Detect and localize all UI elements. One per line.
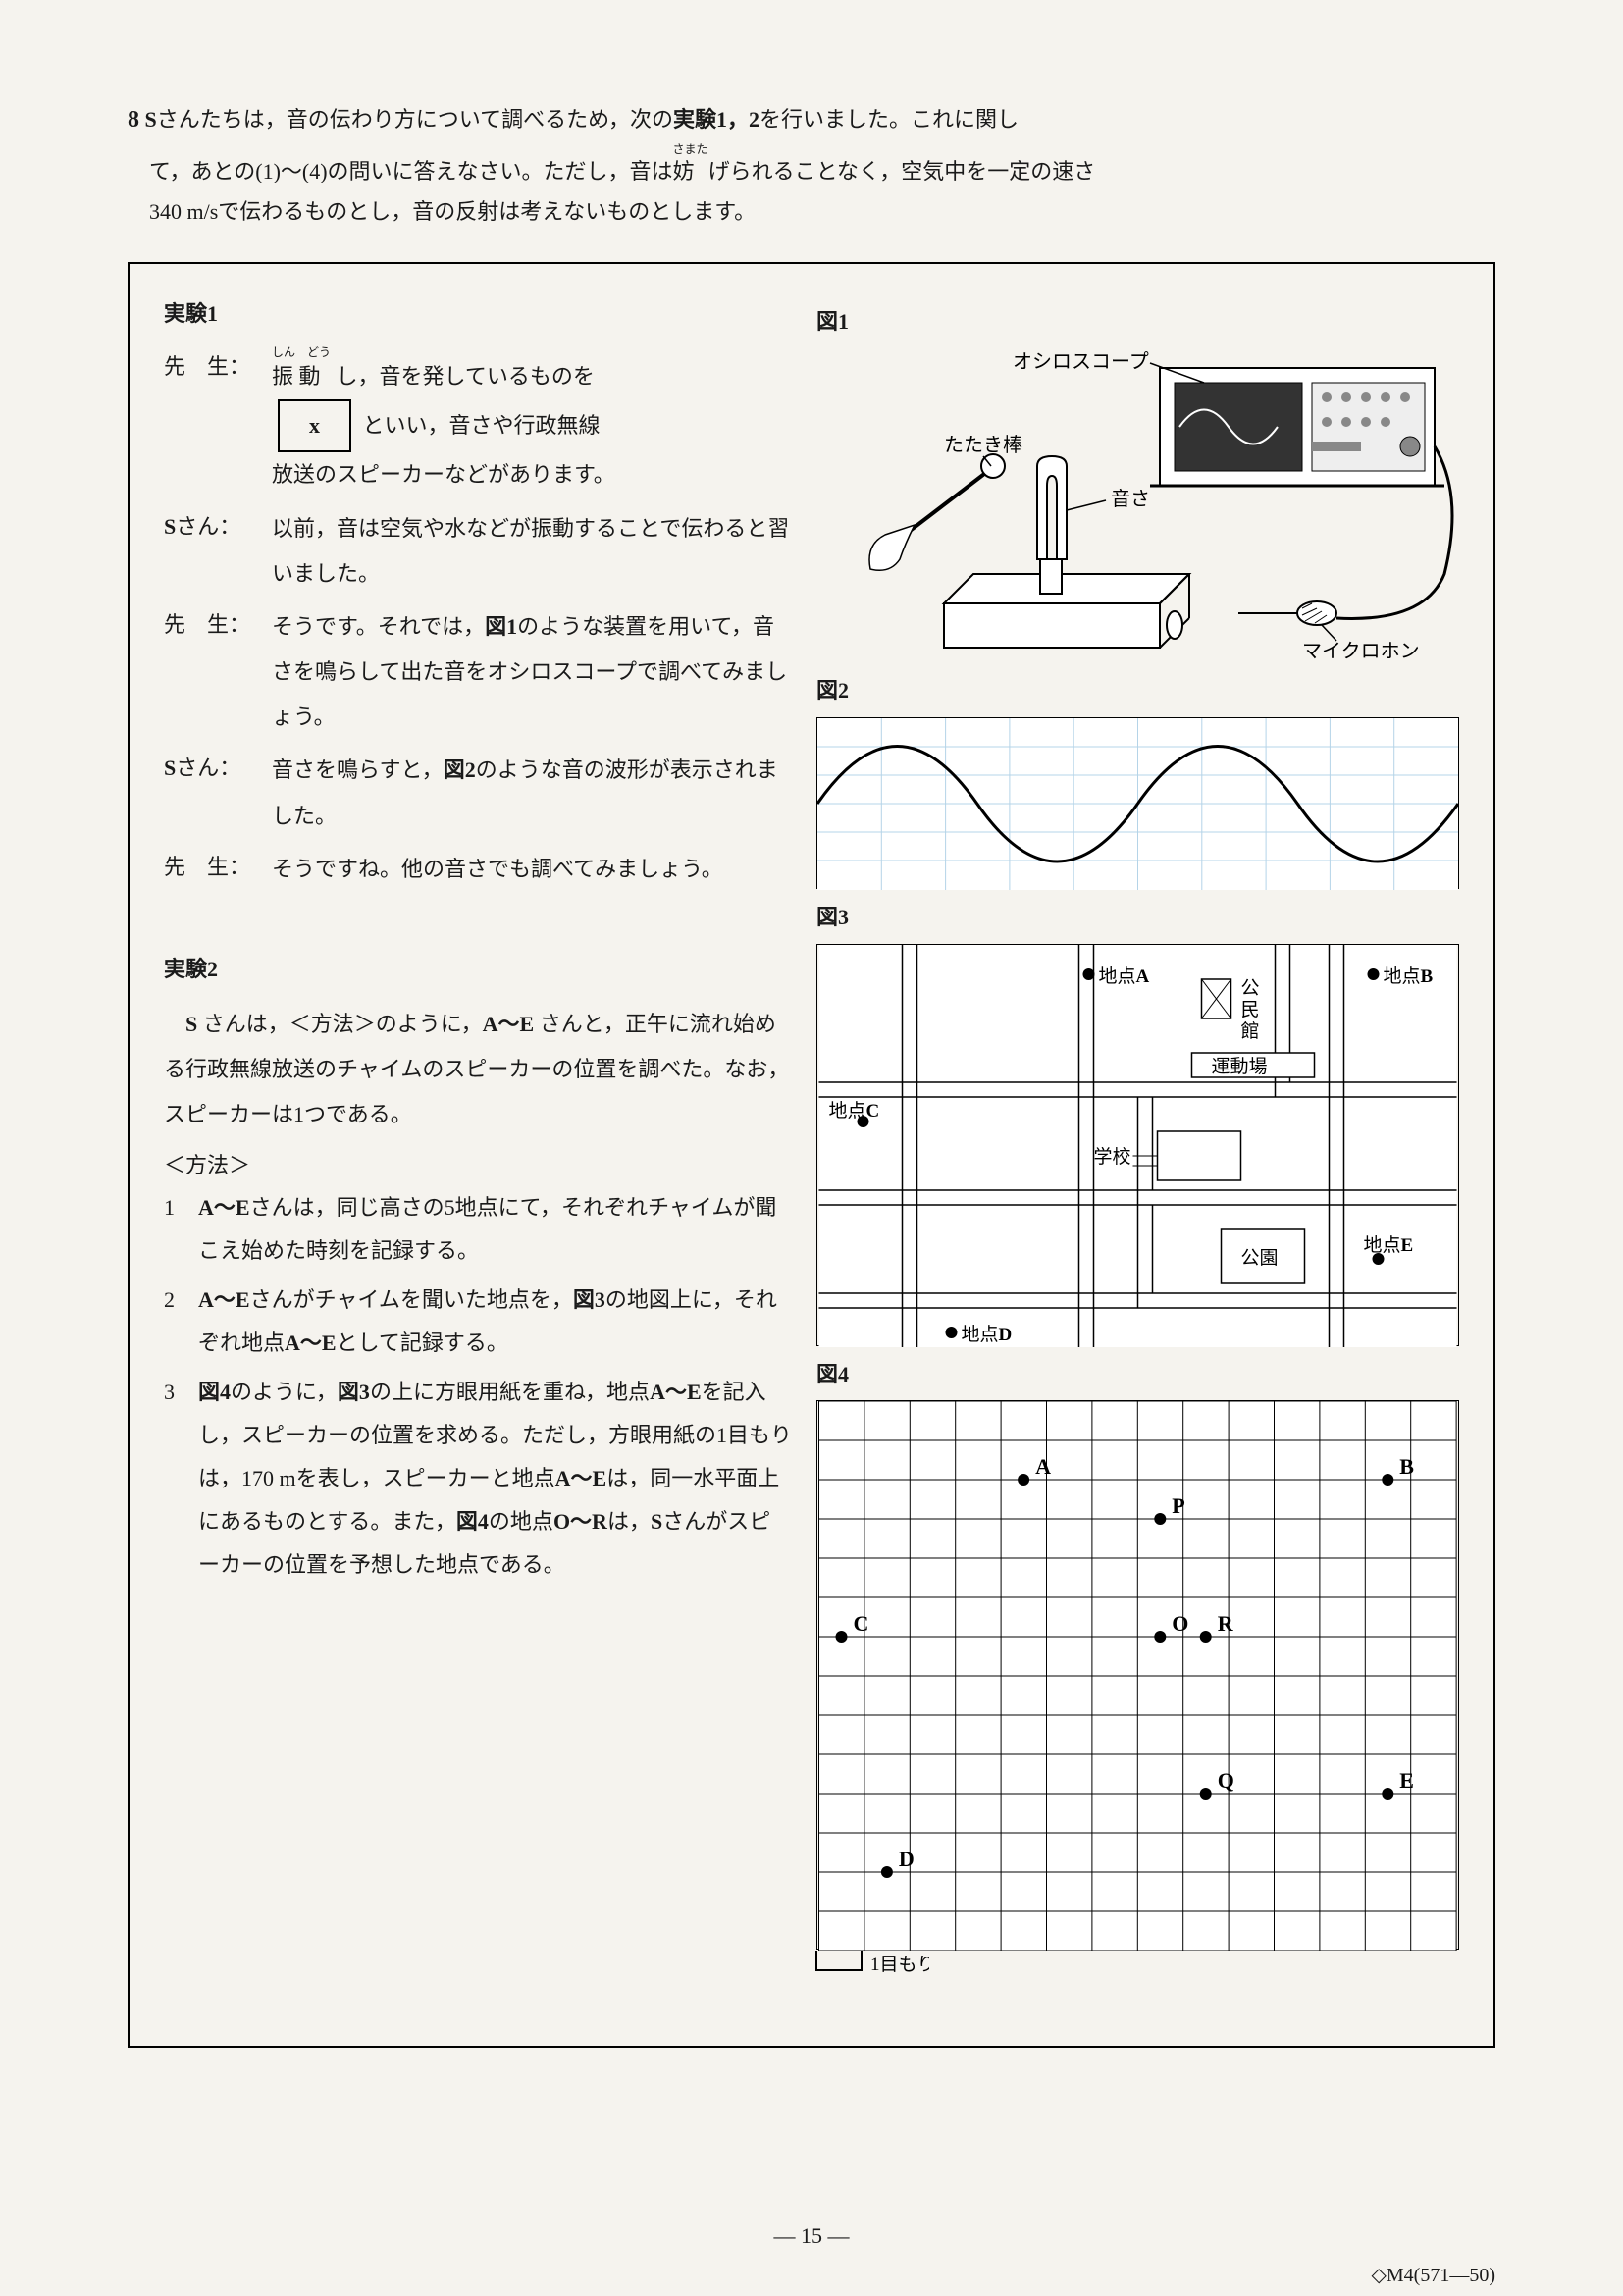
dialogue-line: Sさん： 以前，音は空気や水などが振動することで伝わると習いました。 [164, 506, 792, 597]
document-code: ◇M4(571—50) [1372, 2257, 1495, 2294]
method-text: A～Eさんがチャイムを聞いた地点を，図3の地図上に，それぞれ地点A～Eとして記録… [198, 1278, 792, 1365]
figure2-label: 図2 [816, 670, 1459, 711]
speaker-label: Sさん： [164, 506, 272, 597]
svg-text:地点C: 地点C [829, 1100, 880, 1122]
figure1-label: 図1 [816, 301, 1459, 342]
main-content-box: 実験1 先 生： しん どう振 動 し，音を発しているものを x といい，音さや… [128, 262, 1495, 2048]
page-number: — 15 — [0, 2216, 1623, 2257]
svg-text:E: E [1399, 1768, 1414, 1793]
method-number: 2 [164, 1278, 198, 1365]
dialogue-line: 先 生： そうです。それでは，図1のような装置を用いて，音さを鳴らして出た音をオ… [164, 604, 792, 741]
svg-text:地点B: 地点B [1384, 965, 1434, 987]
svg-text:R: R [1218, 1611, 1234, 1636]
svg-text:A: A [1035, 1454, 1051, 1479]
dialogue-line: 先 生： そうですね。他の音さでも調べてみましょう。 [164, 847, 792, 892]
figure3-label: 図3 [816, 897, 1459, 938]
figure1-diagram: オシロスコープ たたき棒 音さ マイクロホン [816, 348, 1459, 662]
svg-text:P: P [1172, 1493, 1184, 1518]
blank-box-x: x [278, 399, 351, 452]
experiment2-title: 実験2 [164, 949, 792, 990]
oscilloscope-label: オシロスコープ [1013, 351, 1149, 373]
speech-text: しん どう振 動 し，音を発しているものを x といい，音さや行政無線 放送のス… [272, 346, 792, 498]
speaker-label: 先 生： [164, 346, 272, 498]
figure4-label: 図4 [816, 1354, 1459, 1395]
problem-number: 8 [128, 107, 139, 132]
svg-text:B: B [1399, 1454, 1414, 1479]
speech-text: そうです。それでは，図1のような装置を用いて，音さを鳴らして出た音をオシロスコー… [272, 604, 792, 741]
speech-text: そうですね。他の音さでも調べてみましょう。 [272, 847, 792, 892]
park-label: 公園 [1241, 1248, 1279, 1269]
school-label: 学校 [1094, 1146, 1131, 1168]
speech-text: 音さを鳴らすと，図2のような音の波形が表示されました。 [272, 748, 792, 838]
scale-label: 1目もり [870, 1955, 929, 1975]
mic-label: マイクロホン [1302, 640, 1420, 662]
speaker-label: 先 生： [164, 604, 272, 741]
svg-text:地点D: 地点D [962, 1324, 1013, 1345]
left-column: 実験1 先 生： しん どう振 動 し，音を発しているものを x といい，音さや… [164, 293, 792, 1592]
problem-header: 8 Sさんたちは，音の伝わり方について調べるため，次の実験1，2を行いました。こ… [128, 98, 1495, 233]
figure2-wave [816, 717, 1459, 889]
page-footer: — 15 — ◇M4(571—50) [0, 2216, 1623, 2257]
field-label: 運動場 [1212, 1056, 1268, 1077]
method-text: A～Eさんは，同じ高さの5地点にて，それぞれチャイムが聞こえ始めた時刻を記録する… [198, 1186, 792, 1273]
svg-text:地点E: 地点E [1364, 1234, 1414, 1256]
svg-text:C: C [854, 1611, 869, 1636]
figure3-map: 地点A 地点B 地点C 地点D 地点E 公 民 館 運動場 学校 公園 [816, 944, 1459, 1346]
method-item: 2 A～Eさんがチャイムを聞いた地点を，図3の地図上に，それぞれ地点A～Eとして… [164, 1278, 792, 1365]
right-column: 図1 [816, 293, 1459, 1950]
method-item: 3 図4のように，図3の上に方眼用紙を重ね，地点A～Eを記入し，スピーカーの位置… [164, 1371, 792, 1587]
community-label: 公 [1241, 978, 1260, 999]
figure4-grid: ABPCORQED 1目もり [816, 1400, 1459, 1950]
stick-label: たたき棒 [944, 434, 1022, 456]
speaker-label: 先 生： [164, 847, 272, 892]
svg-text:民: 民 [1241, 1000, 1260, 1020]
speaker-label: Sさん： [164, 748, 272, 838]
experiment2-intro: S さんは，＜方法＞のように，A～E さんと，正午に流れ始める行政無線放送のチャ… [164, 1002, 792, 1138]
experiment1-title: 実験1 [164, 293, 792, 335]
method-number: 1 [164, 1186, 198, 1273]
fork-label: 音さ [1111, 488, 1150, 510]
method-title: ＜方法＞ [164, 1145, 792, 1186]
svg-text:地点A: 地点A [1099, 965, 1150, 987]
svg-text:館: 館 [1241, 1020, 1260, 1042]
svg-text:Q: Q [1218, 1768, 1234, 1793]
dialogue-line: Sさん： 音さを鳴らすと，図2のような音の波形が表示されました。 [164, 748, 792, 838]
method-text: 図4のように，図3の上に方眼用紙を重ね，地点A～Eを記入し，スピーカーの位置を求… [198, 1371, 792, 1587]
method-item: 1 A～Eさんは，同じ高さの5地点にて，それぞれチャイムが聞こえ始めた時刻を記録… [164, 1186, 792, 1273]
dialogue-line: 先 生： しん どう振 動 し，音を発しているものを x といい，音さや行政無線… [164, 346, 792, 498]
method-number: 3 [164, 1371, 198, 1587]
svg-text:D: D [899, 1847, 915, 1871]
problem-intro: Sさんたちは，音の伝わり方について調べるため，次の実験1，2を行いました。これに… [128, 107, 1095, 224]
speech-text: 以前，音は空気や水などが振動することで伝わると習いました。 [272, 506, 792, 597]
svg-text:O: O [1172, 1611, 1188, 1636]
